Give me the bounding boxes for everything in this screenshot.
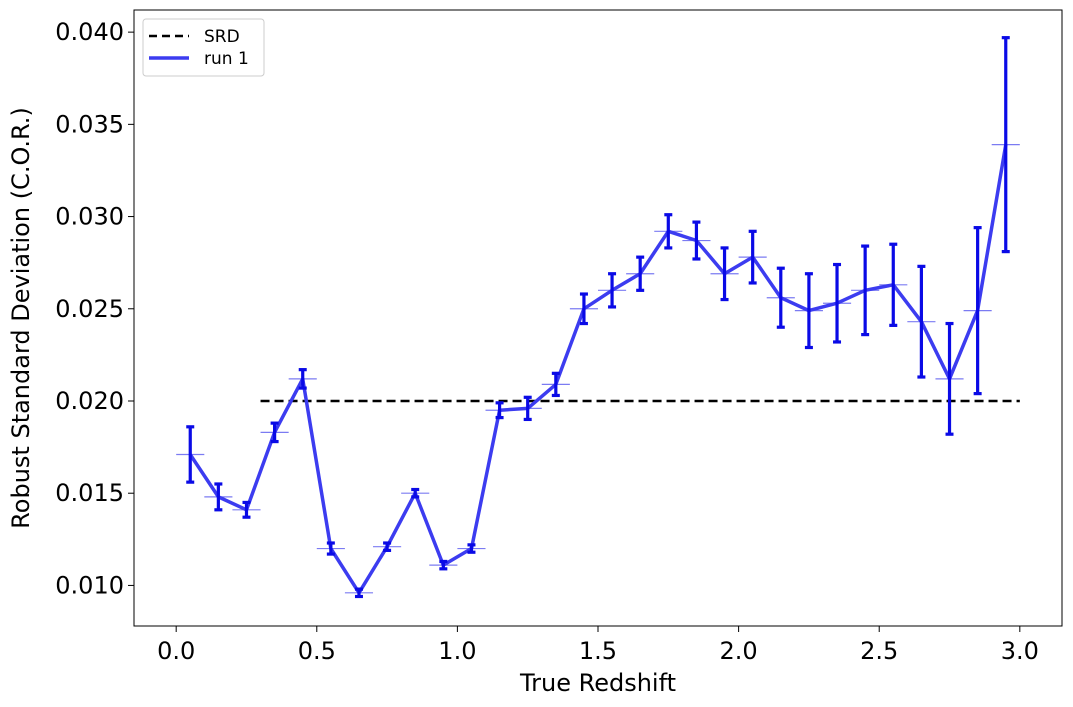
- y-axis: 0.010 0.015 0.020 0.025 0.030 0.035 0.040: [55, 18, 134, 599]
- series-line-run1: [188, 144, 1008, 595]
- y-tick-label: 0.025: [55, 295, 124, 323]
- x-tick-label: 2.0: [720, 637, 758, 665]
- x-axis: 0.0 0.5 1.0 1.5 2.0 2.5 3.0: [157, 626, 1039, 665]
- x-tick-label: 1.5: [579, 637, 617, 665]
- x-axis-label: True Redshift: [519, 669, 676, 697]
- x-tick-label: 0.5: [298, 637, 336, 665]
- x-tick-label: 0.0: [157, 637, 195, 665]
- y-tick-label: 0.035: [55, 110, 124, 138]
- y-tick-label: 0.010: [55, 571, 124, 599]
- y-tick-label: 0.040: [55, 18, 124, 46]
- y-tick-label: 0.030: [55, 203, 124, 231]
- x-tick-label: 1.0: [438, 637, 476, 665]
- legend-box: [142, 18, 265, 77]
- legend-label-srd: SRD: [204, 27, 240, 47]
- plot-content: [176, 36, 1020, 599]
- y-tick-label: 0.020: [55, 387, 124, 415]
- x-tick-label: 2.5: [860, 637, 898, 665]
- y-axis-label: Robust Standard Deviation (C.O.R.): [7, 107, 35, 529]
- x-tick-label: 3.0: [1001, 637, 1039, 665]
- legend-label-run1: run 1: [204, 49, 249, 69]
- legend: SRD run 1: [142, 18, 265, 77]
- y-tick-label: 0.015: [55, 479, 124, 507]
